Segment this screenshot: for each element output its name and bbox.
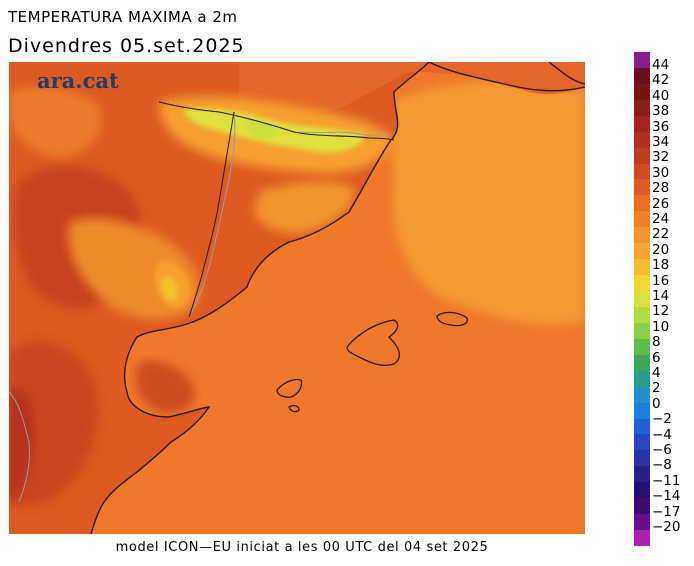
legend-swatch <box>634 211 650 228</box>
map-date: Divendres 05.set.2025 <box>8 35 245 57</box>
legend-label: 34 <box>652 134 670 150</box>
legend-label: 12 <box>652 303 670 320</box>
western-plateau-mild <box>9 87 102 157</box>
legend-swatch <box>634 306 650 324</box>
legend-swatch <box>634 147 650 165</box>
legend-label: 24 <box>652 211 670 227</box>
france-coastline <box>428 62 585 92</box>
legend-swatch <box>634 275 650 292</box>
legend-label: 32 <box>652 149 670 166</box>
regional-border <box>191 111 236 313</box>
northeast-sea-zone <box>389 81 585 325</box>
legend-swatch <box>634 195 650 212</box>
legend-swatch <box>634 131 650 149</box>
legend-label: −11 <box>652 472 681 489</box>
mallorca-island <box>346 319 401 366</box>
legend-swatch <box>634 498 650 515</box>
regional-border <box>298 131 390 136</box>
legend-swatch <box>634 386 650 404</box>
legend-label: 4 <box>652 365 661 381</box>
legend-swatch <box>634 115 650 133</box>
formentera-island <box>288 404 300 413</box>
legend-label: 36 <box>652 118 670 135</box>
temperature-map: ara.cat <box>9 62 585 534</box>
legend-label: 42 <box>652 72 670 89</box>
legend-label: −2 <box>652 411 672 428</box>
legend-label: 18 <box>652 257 670 274</box>
legend-swatch <box>634 99 650 117</box>
legend-swatch <box>634 402 650 419</box>
legend-swatch <box>634 163 650 180</box>
legend-label: 26 <box>652 195 670 212</box>
legend-swatch <box>634 482 650 499</box>
iberian-range-mild <box>160 276 179 302</box>
legend-swatch <box>634 434 650 451</box>
legend-swatch <box>634 338 650 356</box>
legend-swatch <box>634 514 650 531</box>
legend-label: −8 <box>652 457 672 474</box>
pyrenees-cool <box>244 119 279 138</box>
legend-label: −4 <box>652 426 672 443</box>
legend-swatch <box>634 530 650 547</box>
legend-label: −17 <box>652 503 681 520</box>
legend-label: 40 <box>652 87 670 104</box>
regional-border <box>9 391 30 503</box>
catalan-coast-range <box>254 181 355 234</box>
legend-label: 0 <box>652 395 661 412</box>
menorca-island <box>436 311 468 327</box>
legend-swatch <box>634 67 650 85</box>
legend-swatch <box>634 259 650 276</box>
legend-label: −14 <box>652 488 681 505</box>
model-info: model ICON—EU iniciat a les 00 UTC del 0… <box>115 540 489 555</box>
ibiza-island <box>276 378 303 398</box>
map-title: TEMPERATURA MAXIMA a 2m <box>8 8 238 26</box>
coastline <box>90 62 430 534</box>
legend-swatch <box>634 83 650 101</box>
interior-hot-zone <box>9 389 34 502</box>
legend-swatch <box>634 322 650 340</box>
legend-label: 38 <box>652 103 670 120</box>
national-border <box>158 101 395 141</box>
legend-swatch <box>634 466 650 483</box>
legend-label: 20 <box>652 241 670 258</box>
legend-label: 14 <box>652 288 670 304</box>
land-area <box>9 62 429 534</box>
legend-label: −6 <box>652 442 672 458</box>
legend-label: 28 <box>652 180 670 197</box>
legend-swatch <box>634 52 650 69</box>
legend-swatch <box>634 227 650 244</box>
legend-swatch <box>634 450 650 467</box>
legend-label: 10 <box>652 318 670 335</box>
legend-swatch <box>634 291 650 308</box>
legend-label: 44 <box>652 57 670 73</box>
legend-label: 30 <box>652 164 670 181</box>
legend-label: 6 <box>652 349 661 366</box>
france-land <box>239 62 585 116</box>
legend-label: −20 <box>652 519 681 535</box>
color-legend-bar <box>634 52 650 547</box>
legend-swatch <box>634 243 650 260</box>
interior-hot-zone <box>9 341 98 506</box>
legend-label: 8 <box>652 334 661 351</box>
legend-label: 16 <box>652 272 670 289</box>
legend-label: 22 <box>652 226 670 243</box>
legend-swatch <box>634 418 650 435</box>
interior-hot-zone <box>135 360 195 414</box>
regional-border <box>188 111 235 318</box>
legend-label: 2 <box>652 380 661 397</box>
legend-swatch <box>634 354 650 372</box>
brand-logo: ara.cat <box>37 68 119 93</box>
legend-swatch <box>634 370 650 388</box>
gulf-coastline <box>548 62 585 85</box>
legend-swatch <box>634 179 650 196</box>
